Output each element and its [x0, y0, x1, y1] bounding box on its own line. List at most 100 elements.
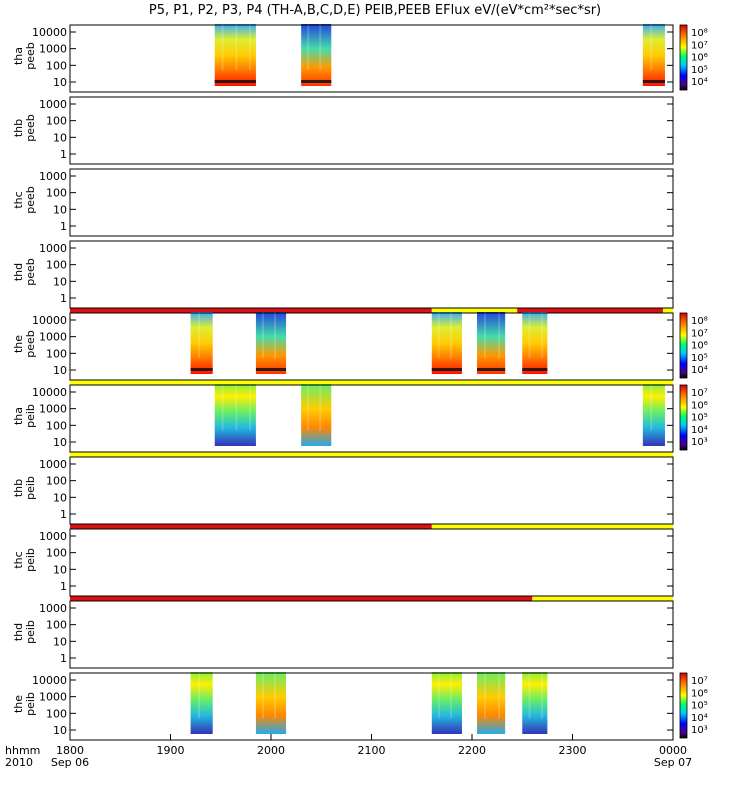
- y-tick-label: 1: [60, 148, 67, 161]
- y-tick-label: 10: [53, 275, 67, 288]
- spectrogram-texture: [197, 672, 200, 719]
- status-bar-yellow: [70, 452, 673, 458]
- spectrogram-block: [214, 24, 256, 86]
- spectrogram-texture: [484, 672, 487, 719]
- panel-frame: [69, 312, 674, 381]
- spacecraft-potential-trace: [255, 368, 287, 371]
- y-axis-label: thc: [12, 551, 25, 568]
- spectrogram-block: [477, 312, 506, 374]
- x-tick-label: 2300: [559, 744, 587, 757]
- colorbar-tick-label: 10⁶: [691, 688, 708, 699]
- y-axis-label: peeb: [24, 258, 37, 286]
- y-tick-label: 10: [53, 563, 67, 576]
- spectrogram-block: [214, 384, 256, 446]
- spacecraft-potential-trace: [642, 80, 665, 83]
- colorbar-tick-label: 10⁵: [691, 413, 708, 424]
- panel-thd-peeb: 1000 100 10 1 thd peeb: [12, 240, 674, 309]
- status-bar-red: [70, 308, 432, 314]
- colorbar-tick-label: 10⁴: [691, 713, 708, 724]
- spacecraft-potential-trace: [214, 80, 256, 83]
- spectrogram-block: [522, 312, 548, 374]
- panel-thb-peib: 1000 100 10 1 thb peib: [12, 452, 674, 525]
- status-bar-red: [517, 308, 663, 314]
- spectrogram-texture: [274, 312, 277, 359]
- y-axis-label: thb: [12, 119, 25, 137]
- y-tick-label: 100: [46, 347, 67, 360]
- x-tick-date: Sep 07: [654, 756, 692, 769]
- status-bar-yellow: [532, 596, 673, 602]
- panel-thb-peeb: 1000 100 10 1 thb peeb: [12, 96, 674, 165]
- y-axis-label: thc: [12, 191, 25, 208]
- status-bar-yellow: [431, 308, 518, 314]
- colorbar: [679, 312, 688, 379]
- y-axis-label: peib: [24, 548, 37, 572]
- y-tick-label: 1: [60, 652, 67, 665]
- y-tick-label: 1: [60, 508, 67, 521]
- spectrogram-texture: [484, 312, 487, 359]
- y-axis-label: peib: [24, 692, 37, 716]
- y-tick-label: 1: [60, 580, 67, 593]
- panel-frame: [69, 240, 674, 309]
- spacecraft-potential-trace: [431, 368, 462, 371]
- spectrogram-texture: [307, 24, 310, 71]
- y-tick-label: 10: [53, 203, 67, 216]
- colorbar-tick-label: 10⁵: [691, 65, 708, 76]
- y-axis-label: peeb: [24, 186, 37, 214]
- spectrogram-block: [190, 672, 213, 734]
- y-tick-label: 10: [53, 436, 67, 449]
- status-bar-yellow: [431, 524, 673, 530]
- x-tick-label: 1900: [157, 744, 185, 757]
- y-tick-label: 10: [53, 635, 67, 648]
- spectrogram-texture: [274, 672, 277, 719]
- status-bar-yellow: [662, 308, 673, 314]
- spacecraft-potential-trace: [477, 368, 506, 371]
- spectrogram-texture: [541, 672, 544, 719]
- spectrogram-block: [431, 312, 462, 374]
- spectrogram-texture: [235, 24, 238, 71]
- spectrogram-texture: [498, 672, 501, 719]
- spectrogram-texture: [498, 312, 501, 359]
- y-tick-label: 10000: [32, 386, 67, 399]
- colorbar-tick-label: 10⁶: [691, 400, 708, 411]
- y-tick-label: 1000: [39, 43, 67, 56]
- colorbar-tick-label: 10⁷: [691, 40, 708, 51]
- panel-frame: [69, 24, 674, 93]
- y-tick-label: 10: [53, 76, 67, 89]
- spectrogram-texture: [197, 312, 200, 359]
- y-tick-label: 100: [46, 115, 67, 128]
- colorbar-tick-label: 10³: [691, 437, 708, 448]
- status-bar-red: [70, 524, 432, 530]
- colorbar-tick-label: 10⁵: [691, 701, 708, 712]
- y-axis-label: peeb: [24, 42, 37, 70]
- panel-thd-peib: 1000 100 10 1 thd peib: [12, 596, 674, 669]
- spectrogram-texture: [235, 384, 238, 431]
- colorbar-tick-label: 10⁵: [691, 353, 708, 364]
- spectrogram-block: [477, 672, 506, 734]
- y-axis-label: tha: [12, 47, 25, 65]
- colorbar: [679, 24, 688, 91]
- y-axis-label: thb: [12, 479, 25, 497]
- colorbar: [679, 384, 688, 451]
- colorbar: [679, 672, 688, 739]
- panel-thc-peeb: 1000 100 10 1 thc peeb: [12, 168, 674, 237]
- spectrogram-texture: [249, 24, 252, 71]
- spectrogram-texture: [307, 384, 310, 431]
- colorbar-tick-label: 10⁴: [691, 425, 708, 436]
- y-tick-label: 100: [46, 419, 67, 432]
- colorbar-tick-label: 10⁶: [691, 341, 708, 352]
- y-tick-label: 10: [53, 724, 67, 737]
- panel-frame: [69, 96, 674, 165]
- spacecraft-potential-trace: [522, 368, 548, 371]
- spectrogram-texture: [261, 672, 264, 719]
- y-tick-label: 1000: [39, 403, 67, 416]
- spectrogram-texture: [221, 24, 224, 71]
- y-tick-label: 1000: [39, 170, 67, 183]
- x-tick-date: Sep 06: [51, 756, 89, 769]
- y-axis-label: the: [12, 695, 25, 713]
- y-tick-label: 100: [46, 59, 67, 72]
- spectrogram-texture: [437, 312, 440, 359]
